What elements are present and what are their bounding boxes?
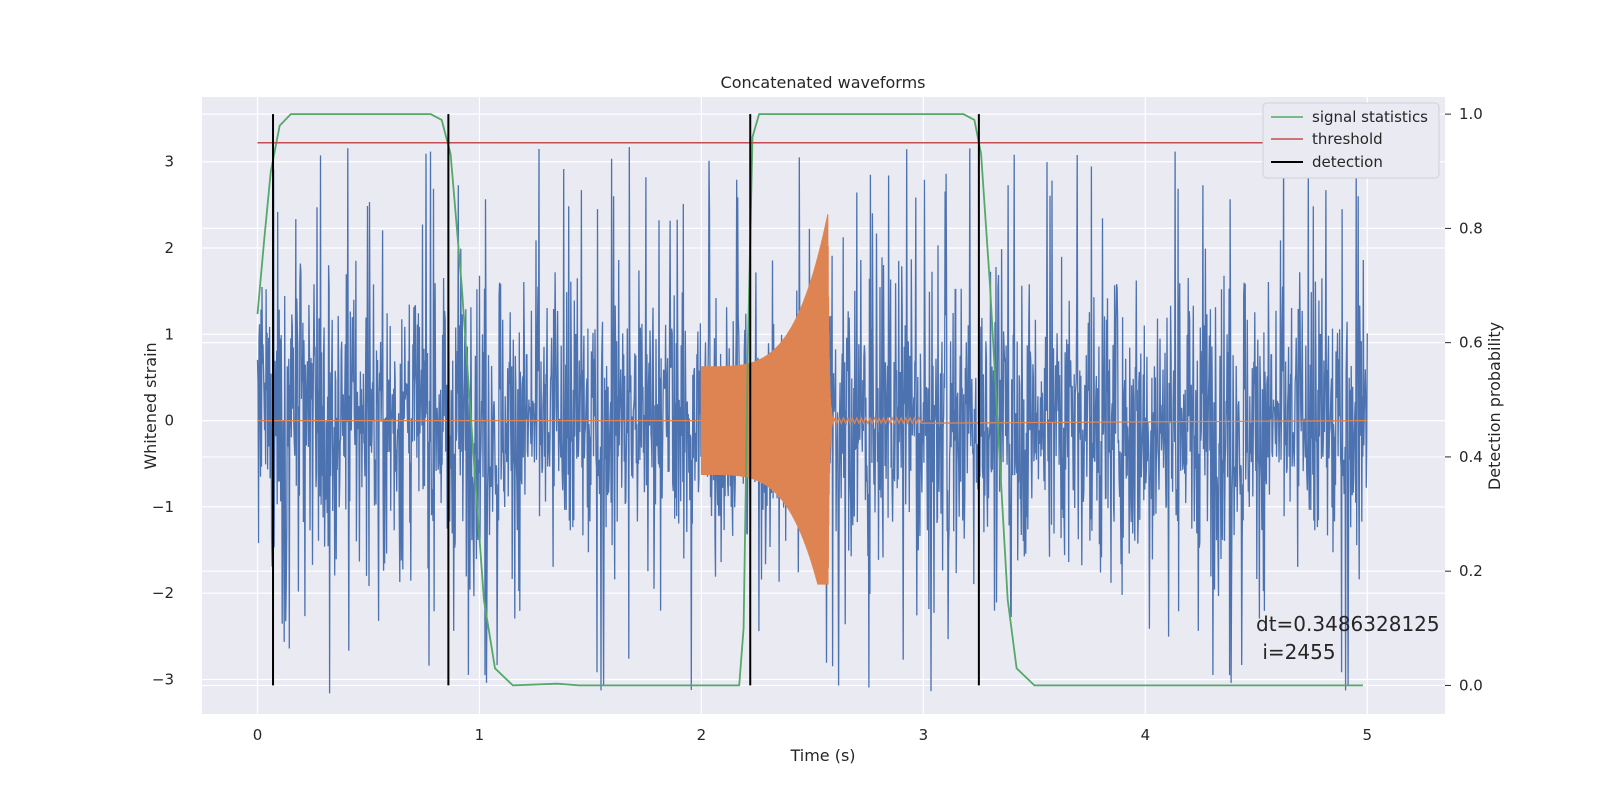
y-axis-label: Whitened strain: [141, 342, 160, 469]
x-tick-label: 4: [1141, 726, 1151, 744]
y2-tick-label: 0.8: [1459, 219, 1483, 237]
legend-label-signal: signal statistics: [1312, 108, 1428, 126]
y-tick-label: 0: [164, 412, 174, 430]
y-tick-label: 2: [164, 239, 174, 257]
y2-tick-label: 0.6: [1459, 334, 1483, 352]
legend: signal statistics threshold detection: [1262, 102, 1440, 179]
y-tick-label: −2: [152, 584, 174, 602]
legend-label-detection: detection: [1312, 153, 1383, 171]
chart-title: Concatenated waveforms: [721, 73, 926, 92]
ticks: 0 1 2 3 4 5 −3 −2 −1 0 1 2 3 0.0 0.2 0.4 0.6 0.8 1.0: [152, 105, 1483, 744]
annotation: dt=0.3486328125 i=2455: [1256, 612, 1440, 664]
x-tick-label: 3: [919, 726, 929, 744]
x-tick-label: 5: [1363, 726, 1373, 744]
y2-tick-label: 0.0: [1459, 676, 1483, 694]
legend-box: [1262, 102, 1440, 179]
annotation-dt: dt=0.3486328125: [1256, 612, 1440, 636]
legend-label-threshold: threshold: [1312, 130, 1383, 148]
x-tick-label: 0: [253, 726, 263, 744]
y2-axis-label: Detection probability: [1485, 322, 1504, 490]
annotation-index: i=2455: [1256, 640, 1336, 664]
y-tick-label: 1: [164, 325, 174, 343]
signal-statistics-line: [256, 113, 1363, 687]
x-tick-label: 2: [697, 726, 707, 744]
y-tick-label: 3: [164, 153, 174, 171]
y-tick-label: −3: [152, 670, 174, 688]
x-tick-label: 1: [475, 726, 485, 744]
y-tick-label: −1: [152, 498, 174, 516]
chirp-series: [257, 214, 1368, 585]
y2-tick-label: 0.2: [1459, 562, 1483, 580]
y2-tick-label: 1.0: [1459, 105, 1483, 123]
chirp-line: [257, 214, 1368, 585]
right-axis-series: [256, 113, 1368, 687]
x-axis-label: Time (s): [789, 746, 855, 765]
y2-tick-label: 0.4: [1459, 448, 1483, 466]
